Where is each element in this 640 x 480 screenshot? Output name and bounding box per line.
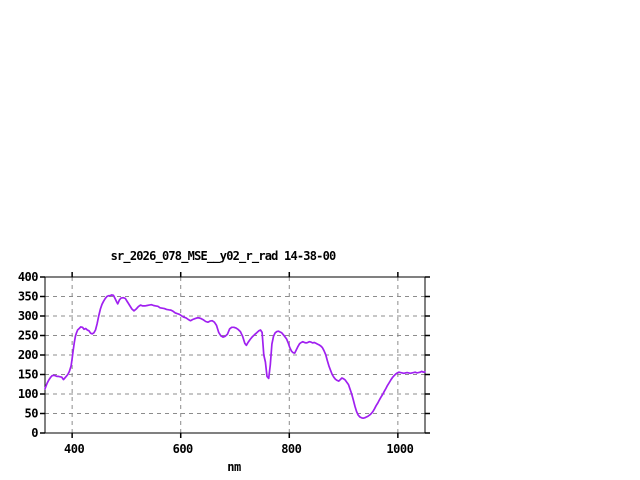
y-tick-label: 150 <box>18 368 38 382</box>
y-tick-label: 0 <box>31 426 38 440</box>
grid-layer <box>45 277 425 433</box>
x-tick-label: 800 <box>281 442 301 456</box>
y-tick-label: 200 <box>18 348 38 362</box>
spectrum-curve <box>44 294 426 420</box>
y-tick-label: 100 <box>18 387 38 401</box>
y-tick-label: 250 <box>18 329 38 343</box>
x-tick-label: 1000 <box>386 442 413 456</box>
x-axis-label: nm <box>227 460 241 474</box>
y-tick-label: 400 <box>18 270 38 284</box>
tick-label-layer: 0 50 100 150 200 250 300 350 400 400 600 800 1000 <box>18 270 414 456</box>
y-tick-label: 50 <box>25 407 39 421</box>
y-tick-label: 300 <box>18 309 38 323</box>
chart-title: sr_2026_078_MSE__y02_r_rad 14-38-00 <box>111 249 336 264</box>
axis-layer <box>40 272 430 438</box>
x-tick-label: 600 <box>173 442 193 456</box>
x-tick-label: 400 <box>64 442 84 456</box>
y-tick-label: 350 <box>18 290 38 304</box>
